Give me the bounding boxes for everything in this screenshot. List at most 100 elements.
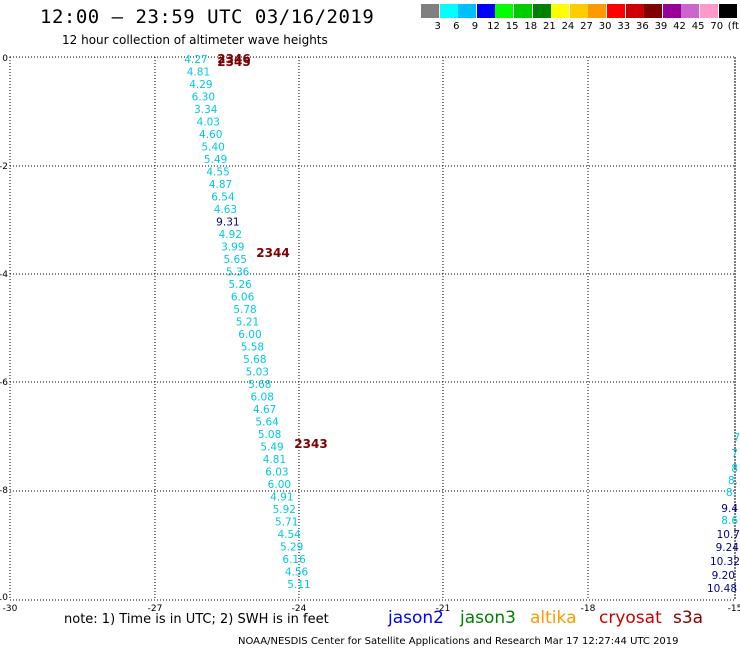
scale-swatch: [458, 4, 477, 18]
scale-label: 27: [580, 21, 593, 32]
wave-height-label: 5.65: [224, 254, 247, 266]
wave-height-label: 6.00: [238, 329, 261, 341]
wave-height-label: 8: [731, 463, 738, 475]
legend-altika: altika: [530, 608, 577, 628]
scale-swatch: [607, 4, 625, 18]
scale-label: 9: [471, 21, 479, 32]
scale-swatch: [495, 4, 514, 18]
wave-height-label: 7: [733, 432, 740, 444]
wave-height-label: 6.00: [268, 479, 291, 491]
scale-swatch: [700, 4, 718, 18]
wave-height-label: 6.06: [231, 292, 255, 304]
wave-height-label: 5.26: [228, 279, 252, 291]
wave-height-label: 7: [731, 448, 738, 460]
wave-height-label: 4.92: [219, 229, 242, 241]
legend-jason3: jason3: [460, 608, 516, 628]
track-time-label: 2345: [217, 55, 250, 69]
wave-height-label: 8.: [728, 475, 738, 487]
scale-label: 39: [654, 21, 668, 32]
scale-swatch: [588, 4, 607, 18]
lon-label: -24: [292, 604, 307, 614]
wave-height-label: 9.24: [716, 542, 740, 554]
scale-label: 21: [542, 21, 556, 32]
wave-height-label: 5.29: [280, 542, 303, 554]
legend-jason2: jason2: [388, 608, 444, 628]
lon-label: -30: [3, 604, 18, 614]
scale-swatch: [681, 4, 700, 18]
wave-height-label: 4.87: [209, 179, 232, 191]
lon-label: -21: [436, 604, 451, 614]
scale-swatch: [551, 4, 570, 18]
scale-swatch: [625, 4, 644, 18]
wave-height-label: 4.54: [277, 529, 301, 541]
lat-label: -4: [0, 270, 8, 280]
chart-subtitle: 12 hour collection of altimeter wave hei…: [62, 33, 328, 47]
wave-height-label: 6.30: [192, 92, 215, 104]
legend-cryosat: cryosat: [599, 608, 662, 628]
wave-height-label: 5.08: [258, 429, 281, 441]
lat-label: -2: [0, 162, 8, 172]
wave-height-label: 5.58: [241, 342, 264, 354]
wave-height-label: 3.99: [221, 242, 244, 254]
wave-height-label: 9.31: [216, 217, 239, 229]
wave-height-label: 5.68: [248, 379, 271, 391]
track-time-label: 2344: [256, 246, 289, 260]
lat-label: -10: [0, 593, 8, 603]
wave-height-label: 3.34: [194, 104, 218, 116]
scale-swatch: [662, 4, 681, 18]
chart-title: 12:00 — 23:59 UTC 03/16/2019: [40, 6, 375, 28]
scale-label: 15: [505, 21, 519, 32]
scale-swatch: [569, 4, 588, 18]
wave-height-label: 5.64: [255, 417, 279, 429]
wave-height-label: 4.81: [187, 67, 210, 79]
wave-height-label: 5.71: [275, 517, 298, 529]
wave-height-label: 4.03: [197, 117, 220, 129]
credit-line: NOAA/NESDIS Center for Satellite Applica…: [238, 636, 679, 647]
scale-label: (ft): [727, 21, 740, 32]
wave-height-label: 4.81: [263, 454, 286, 466]
track-time-label: 2346: [217, 52, 250, 66]
wave-height-label: 4.29: [189, 79, 212, 91]
wave-height-label: 10.48: [707, 583, 737, 595]
scale-swatch: [421, 4, 439, 18]
scale-swatch: [532, 4, 551, 18]
wave-height-label: 4.27: [184, 54, 207, 66]
scale-swatch: [718, 4, 737, 18]
wave-height-label: 8.6: [721, 515, 738, 527]
track-time-label: 2343: [294, 437, 327, 451]
wave-height-label: 5.36: [226, 267, 250, 279]
wave-height-label: 5.03: [246, 367, 269, 379]
wave-height-label: 4.63: [214, 204, 237, 216]
scale-label: 12: [487, 21, 500, 32]
wave-height-label: 6.54: [211, 192, 235, 204]
wave-height-label: 10.32: [710, 556, 740, 568]
wave-height-label: 6.16: [282, 554, 306, 566]
wave-height-label: 8.: [726, 487, 736, 499]
scale-label: 30: [598, 21, 612, 32]
wave-height-label: 5.68: [243, 354, 266, 366]
wave-height-label: 5.49: [260, 442, 283, 454]
scale-label: 18: [524, 21, 538, 32]
wave-height-label: 10.7: [717, 529, 740, 541]
scale-label: 33: [617, 21, 631, 32]
wave-height-label: 4.91: [270, 492, 293, 504]
lon-label: -18: [581, 604, 596, 614]
wave-height-label: 5.78: [233, 304, 256, 316]
scale-label: 45: [691, 21, 705, 32]
wave-height-label: 5.92: [273, 504, 296, 516]
wave-height-label: 9.4: [721, 503, 738, 515]
lat-label: 0: [2, 54, 8, 64]
wave-height-label: 5.21: [236, 317, 259, 329]
scale-label: 6: [453, 21, 460, 32]
scale-label: 36: [635, 21, 649, 32]
wave-height-label: 4.56: [285, 567, 309, 579]
scale-label: 24: [561, 21, 575, 32]
lat-label: -6: [0, 378, 8, 388]
scale-swatch: [439, 4, 458, 18]
wave-height-label: 5.11: [287, 579, 310, 591]
scale-label: 70: [710, 21, 724, 32]
lon-label: -27: [148, 604, 163, 614]
footer-note: note: 1) Time is in UTC; 2) SWH is in fe…: [64, 612, 329, 627]
lon-label: -15: [728, 604, 740, 614]
